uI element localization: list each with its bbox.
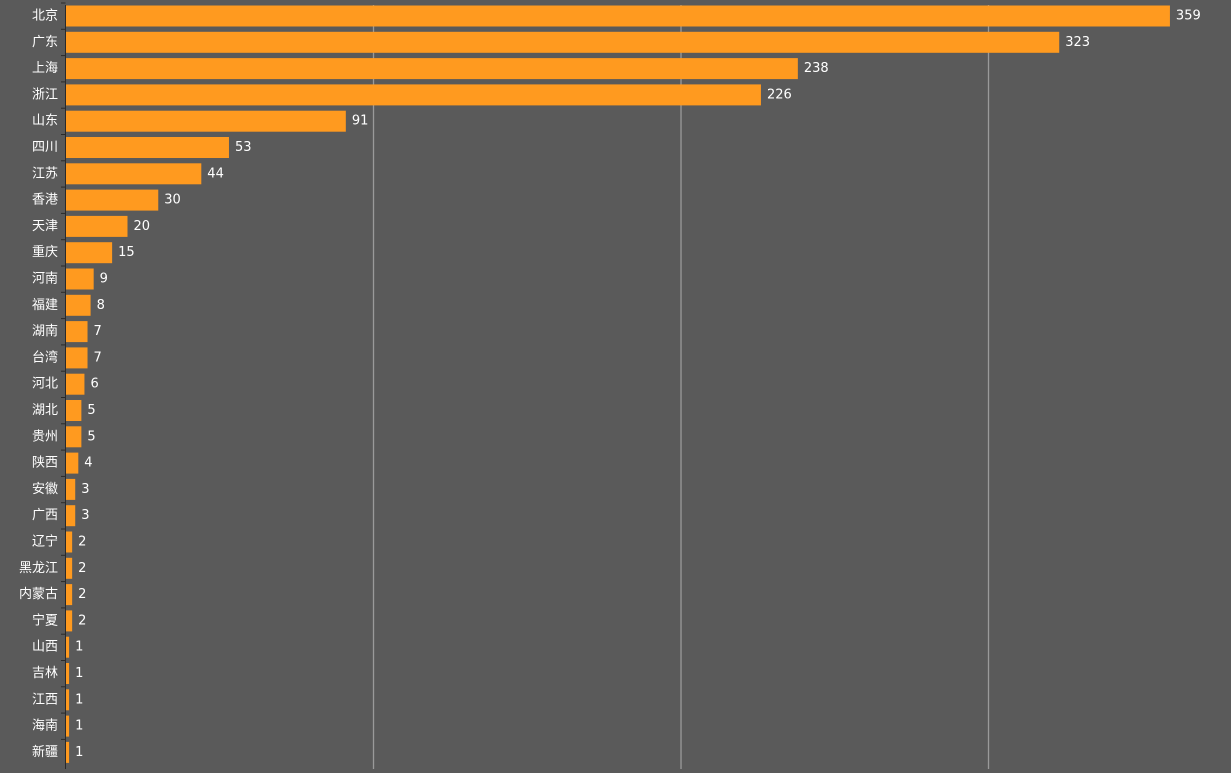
value-label: 238 <box>804 61 829 76</box>
bar-18 <box>66 452 79 474</box>
value-label: 226 <box>767 87 792 102</box>
category-label: 河北 <box>32 377 58 392</box>
bar-26 <box>66 663 70 684</box>
bar-4 <box>66 84 761 106</box>
value-label: 2 <box>78 561 86 576</box>
category-label: 广西 <box>32 508 58 523</box>
category-label: 香港 <box>32 193 58 208</box>
category-label: 新疆 <box>32 744 58 760</box>
category-label: 江西 <box>32 692 58 707</box>
category-label: 贵州 <box>32 429 58 444</box>
value-label: 44 <box>207 166 224 181</box>
category-label: 江苏 <box>32 165 58 181</box>
category-label: 山东 <box>32 114 58 129</box>
bar-23 <box>66 584 73 606</box>
value-label: 323 <box>1065 35 1090 50</box>
category-label: 北京 <box>32 9 58 24</box>
value-label: 6 <box>90 377 98 392</box>
value-label: 1 <box>75 719 83 734</box>
value-label: 359 <box>1176 9 1201 24</box>
value-label: 7 <box>94 350 102 365</box>
value-label: 30 <box>164 193 181 208</box>
value-label: 53 <box>235 140 252 155</box>
value-label: 3 <box>81 508 89 523</box>
category-label: 内蒙古 <box>19 586 58 602</box>
category-label: 天津 <box>32 219 58 234</box>
bar-22 <box>66 557 73 579</box>
category-label: 上海 <box>32 61 58 76</box>
bar-16 <box>66 400 82 421</box>
grid-layer <box>372 5 990 769</box>
bar-2 <box>66 31 1060 53</box>
value-label: 5 <box>87 403 95 418</box>
bar-10 <box>66 242 113 264</box>
value-label: 2 <box>78 613 86 628</box>
value-label: 1 <box>75 692 83 707</box>
bar-12 <box>66 294 91 316</box>
category-label: 陕西 <box>32 456 58 471</box>
category-label: 四川 <box>32 140 58 155</box>
category-label: 黑龙江 <box>19 561 58 576</box>
bar-9 <box>66 215 128 237</box>
bar-1 <box>66 5 1170 27</box>
value-label: 2 <box>78 587 86 602</box>
bar-29 <box>66 741 70 763</box>
bar-21 <box>66 531 73 553</box>
category-label: 海南 <box>32 718 58 734</box>
category-label: 宁夏 <box>32 612 58 628</box>
bar-6 <box>66 137 229 158</box>
bar-5 <box>66 110 346 132</box>
value-label: 1 <box>75 666 83 681</box>
bar-20 <box>66 505 76 527</box>
category-label: 辽宁 <box>32 534 58 550</box>
bar-7 <box>66 163 202 185</box>
category-label: 浙江 <box>32 87 58 102</box>
category-label: 河南 <box>32 271 58 287</box>
category-label: 吉林 <box>32 666 58 681</box>
category-label: 台湾 <box>32 349 58 365</box>
bar-11 <box>66 268 94 290</box>
bar-layer <box>66 5 1170 763</box>
bar-25 <box>66 636 70 658</box>
bar-14 <box>66 347 88 369</box>
value-label: 2 <box>78 535 86 550</box>
bar-15 <box>66 373 85 395</box>
bar-13 <box>66 321 88 343</box>
bar-8 <box>66 189 159 211</box>
bar-17 <box>66 426 82 448</box>
value-label: 91 <box>352 114 369 129</box>
bar-28 <box>66 715 70 737</box>
category-label: 广东 <box>32 35 58 50</box>
value-label: 3 <box>81 482 89 497</box>
category-label: 重庆 <box>32 244 58 260</box>
value-label: 7 <box>94 324 102 339</box>
category-label: 山西 <box>32 640 58 655</box>
value-label: 5 <box>87 429 95 444</box>
bar-19 <box>66 478 76 500</box>
value-label: 20 <box>134 219 151 234</box>
category-label: 福建 <box>32 298 58 313</box>
axis-layer <box>61 2 66 769</box>
category-label: 安徽 <box>32 482 58 497</box>
bar-27 <box>66 689 70 711</box>
category-label: 湖南 <box>32 323 58 339</box>
value-label: 9 <box>100 272 108 287</box>
value-label: 15 <box>118 245 135 260</box>
value-label: 4 <box>84 456 92 471</box>
category-label: 湖北 <box>32 403 58 418</box>
value-label: 1 <box>75 745 83 760</box>
bar-24 <box>66 610 73 632</box>
value-label: 8 <box>97 298 105 313</box>
bar-3 <box>66 58 798 80</box>
value-label: 1 <box>75 640 83 655</box>
